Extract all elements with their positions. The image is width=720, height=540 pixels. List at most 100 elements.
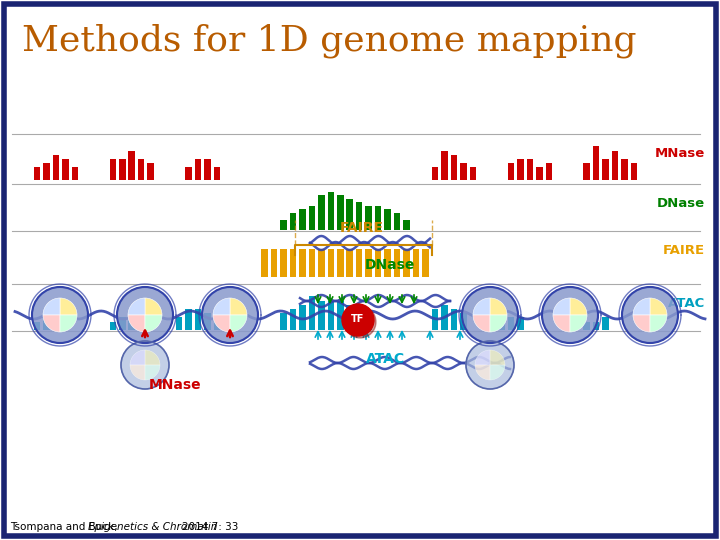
Bar (148, 163, 154, 180)
Bar (346, 249, 353, 277)
Wedge shape (553, 315, 570, 332)
Wedge shape (490, 350, 505, 365)
Bar (498, 322, 505, 330)
Text: Methods for 1D genome mapping: Methods for 1D genome mapping (22, 24, 636, 58)
Wedge shape (490, 365, 505, 380)
Circle shape (344, 306, 376, 338)
Bar (356, 249, 362, 277)
Wedge shape (145, 315, 162, 332)
Text: TF: TF (351, 314, 365, 324)
Bar (34, 322, 40, 330)
Circle shape (462, 287, 518, 343)
Text: ATAC: ATAC (667, 297, 705, 310)
Text: MNase: MNase (654, 147, 705, 160)
Wedge shape (570, 315, 587, 332)
Wedge shape (145, 350, 160, 365)
Bar (289, 213, 296, 230)
Bar (34, 167, 40, 180)
Bar (43, 163, 50, 180)
Bar (508, 163, 514, 180)
Bar (612, 151, 618, 180)
Bar (394, 249, 400, 277)
Wedge shape (650, 298, 667, 315)
Bar (299, 209, 305, 230)
Bar (583, 322, 590, 330)
Bar (346, 305, 353, 330)
Circle shape (121, 341, 169, 389)
Bar (526, 159, 533, 180)
Wedge shape (60, 298, 77, 315)
Bar (460, 163, 467, 180)
Bar (43, 318, 50, 330)
Wedge shape (473, 315, 490, 332)
Bar (328, 301, 334, 330)
Bar (53, 322, 59, 330)
Bar (593, 146, 600, 180)
Text: 2014 7: 33: 2014 7: 33 (182, 522, 238, 532)
Bar (366, 206, 372, 230)
Bar (214, 318, 220, 330)
Bar (384, 209, 391, 230)
Bar (204, 159, 211, 180)
Bar (176, 318, 182, 330)
Bar (195, 159, 202, 180)
Bar (432, 167, 438, 180)
Bar (441, 305, 448, 330)
Bar (328, 192, 334, 230)
Wedge shape (130, 350, 145, 365)
Wedge shape (475, 350, 490, 365)
Bar (384, 249, 391, 277)
Wedge shape (213, 298, 230, 315)
Bar (546, 163, 552, 180)
Bar (536, 167, 543, 180)
Bar (517, 159, 523, 180)
Wedge shape (130, 365, 145, 380)
Bar (593, 322, 600, 330)
Wedge shape (43, 315, 60, 332)
Bar (318, 249, 325, 277)
Circle shape (342, 304, 374, 336)
Bar (309, 249, 315, 277)
Bar (309, 296, 315, 330)
Bar (460, 313, 467, 330)
Bar (280, 249, 287, 277)
Bar (71, 167, 78, 180)
Bar (621, 159, 628, 180)
Bar (318, 195, 325, 230)
Bar (337, 195, 343, 230)
Wedge shape (60, 315, 77, 332)
Text: Epigenetics & Chromatin: Epigenetics & Chromatin (88, 522, 217, 532)
Bar (375, 206, 382, 230)
Wedge shape (650, 315, 667, 332)
Bar (109, 322, 116, 330)
Bar (603, 318, 609, 330)
Bar (394, 213, 400, 230)
Bar (119, 318, 125, 330)
Circle shape (117, 287, 173, 343)
Text: DNase: DNase (365, 258, 415, 272)
Wedge shape (213, 315, 230, 332)
Bar (356, 202, 362, 230)
Wedge shape (128, 315, 145, 332)
Bar (517, 318, 523, 330)
Bar (138, 159, 145, 180)
Text: FAIRE: FAIRE (663, 244, 705, 257)
Bar (62, 159, 68, 180)
Wedge shape (128, 298, 145, 315)
Bar (423, 249, 429, 277)
Bar (366, 313, 372, 330)
Bar (441, 151, 448, 180)
Bar (204, 313, 211, 330)
Bar (337, 301, 343, 330)
Wedge shape (553, 298, 570, 315)
Bar (337, 249, 343, 277)
Bar (366, 249, 372, 277)
Bar (195, 309, 202, 330)
Wedge shape (490, 298, 507, 315)
Circle shape (466, 341, 514, 389)
Wedge shape (490, 315, 507, 332)
Bar (299, 305, 305, 330)
Circle shape (542, 287, 598, 343)
Bar (403, 219, 410, 230)
Bar (299, 249, 305, 277)
